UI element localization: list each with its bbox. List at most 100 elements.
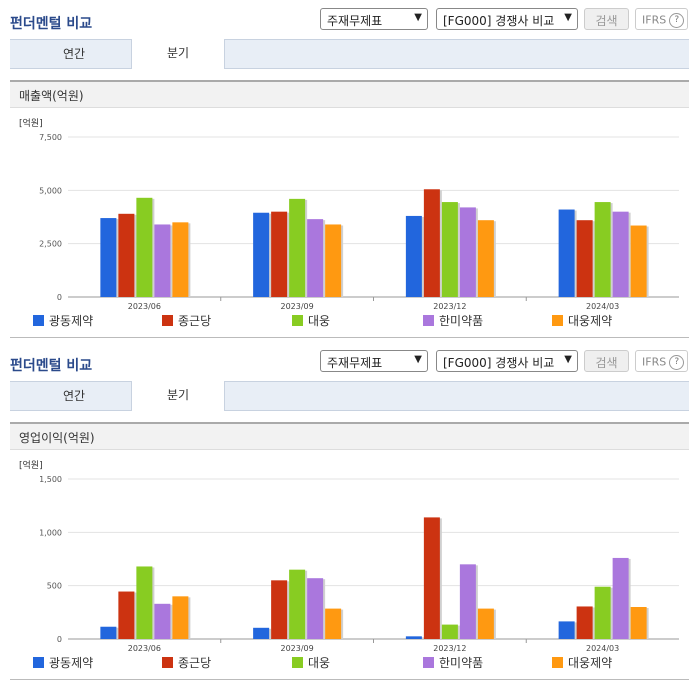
chevron-down-icon: ▼ [414, 12, 422, 23]
fundamental-panel-operating-income: 펀더멘털 비교 주재무제표 ▼ [FG000] 경쟁사 비교 ▼ 검색 IFRS… [0, 342, 696, 684]
legend-swatch [292, 315, 303, 326]
bar [271, 211, 288, 297]
bar [253, 212, 270, 297]
metric-header: 매출액(억원) [10, 80, 689, 108]
y-tick-label: 0 [57, 293, 62, 302]
bar [136, 566, 153, 639]
y-tick-label: 500 [47, 582, 62, 591]
bar [459, 207, 476, 297]
compare-select[interactable]: [FG000] 경쟁사 비교 ▼ [436, 350, 578, 372]
question-icon: ? [669, 355, 685, 370]
tab-annual[interactable]: 연간 [62, 389, 86, 403]
bar [441, 202, 458, 297]
legend-label: 광동제약 [49, 655, 93, 670]
y-tick-label: 2,500 [39, 240, 62, 249]
bar [594, 202, 611, 297]
ifrs-help-button[interactable]: IFRS? [635, 350, 688, 372]
panel-title: 펀더멘털 비교 [10, 358, 93, 374]
x-tick-label: 2023/12 [433, 644, 466, 653]
x-tick-label: 2024/03 [586, 644, 619, 653]
operating-income-bar-chart: [억원] 0 500 1,000 1,500 2023/06 2023/09 2023/12 2… [19, 459, 679, 670]
bar [423, 517, 440, 639]
bar [289, 569, 306, 639]
legend-label: 광동제약 [49, 313, 93, 328]
legend-label: 한미약품 [439, 313, 483, 328]
compare-select-value: [FG000] 경쟁사 비교 [443, 14, 555, 28]
legend-label: 대웅제약 [568, 313, 612, 328]
bar [325, 608, 342, 639]
ifrs-label: IFRS [642, 355, 667, 369]
compare-select[interactable]: [FG000] 경쟁사 비교 ▼ [436, 8, 578, 30]
bar [100, 626, 117, 639]
fundamental-panel-sales: 펀더멘털 비교 주재무제표 ▼ [FG000] 경쟁사 비교 ▼ 검색 IFRS… [10, 8, 689, 338]
bar [154, 224, 171, 297]
bar [477, 220, 494, 297]
tab-annual[interactable]: 연간 [62, 47, 86, 61]
ifrs-label: IFRS [642, 13, 667, 27]
bar [459, 564, 476, 639]
bar [307, 578, 324, 639]
bar [558, 209, 575, 297]
y-tick-label: 1,000 [39, 528, 62, 537]
tab-quarterly[interactable]: 분기 [131, 381, 225, 411]
search-button[interactable]: 검색 [584, 350, 629, 372]
bar [100, 218, 117, 297]
bar [405, 215, 422, 297]
chevron-down-icon: ▼ [414, 354, 422, 365]
x-tick-label: 2023/06 [128, 302, 161, 311]
bar [172, 222, 189, 297]
legend-swatch [552, 315, 563, 326]
statement-select[interactable]: 주재무제표 ▼ [320, 350, 428, 372]
legend-swatch [162, 315, 173, 326]
sales-bar-chart: [억원] 0 2,500 5,000 7,500 2023/06 2023/09 2023/1… [19, 117, 679, 328]
chevron-down-icon: ▼ [564, 354, 572, 365]
legend-swatch [33, 315, 44, 326]
y-tick-label: 7,500 [39, 133, 62, 142]
bar [594, 586, 611, 639]
compare-select-value: [FG000] 경쟁사 비교 [443, 356, 555, 370]
tab-quarterly[interactable]: 분기 [131, 39, 225, 69]
legend-label: 대웅 [308, 314, 330, 328]
bar [576, 220, 593, 297]
bar [172, 596, 189, 639]
legend-label: 대웅제약 [568, 655, 612, 670]
statement-select-value: 주재무제표 [327, 14, 383, 28]
bar [271, 580, 288, 639]
y-unit-label: [억원] [19, 459, 43, 471]
legend-swatch [292, 657, 303, 668]
x-tick-label: 2023/06 [128, 644, 161, 653]
y-tick-label: 1,500 [39, 475, 62, 484]
bar [253, 627, 270, 639]
panel-title: 펀더멘털 비교 [10, 16, 93, 32]
bar [325, 224, 342, 297]
statement-select-value: 주재무제표 [327, 356, 383, 370]
legend-swatch [423, 657, 434, 668]
ifrs-help-button[interactable]: IFRS? [635, 8, 688, 30]
bar [630, 225, 647, 297]
legend-swatch [552, 657, 563, 668]
search-button[interactable]: 검색 [584, 8, 629, 30]
bar [405, 636, 422, 639]
divider [10, 337, 689, 338]
legend-swatch [162, 657, 173, 668]
statement-select[interactable]: 주재무제표 ▼ [320, 8, 428, 30]
legend-label: 대웅 [308, 656, 330, 670]
chevron-down-icon: ▼ [564, 12, 572, 23]
bar [307, 219, 324, 297]
period-tabs: 연간 분기 [10, 381, 689, 411]
bar [576, 606, 593, 639]
question-icon: ? [669, 13, 685, 28]
bar [154, 603, 171, 639]
legend-label: 종근당 [178, 656, 211, 670]
bar [289, 198, 306, 297]
legend-swatch [423, 315, 434, 326]
legend-label: 한미약품 [439, 655, 483, 670]
bar [136, 197, 153, 297]
legend-label: 종근당 [178, 314, 211, 328]
divider [10, 679, 689, 680]
period-tabs: 연간 분기 [10, 39, 689, 69]
x-tick-label: 2023/12 [433, 302, 466, 311]
x-tick-label: 2024/03 [586, 302, 619, 311]
legend-swatch [33, 657, 44, 668]
bar [630, 607, 647, 639]
